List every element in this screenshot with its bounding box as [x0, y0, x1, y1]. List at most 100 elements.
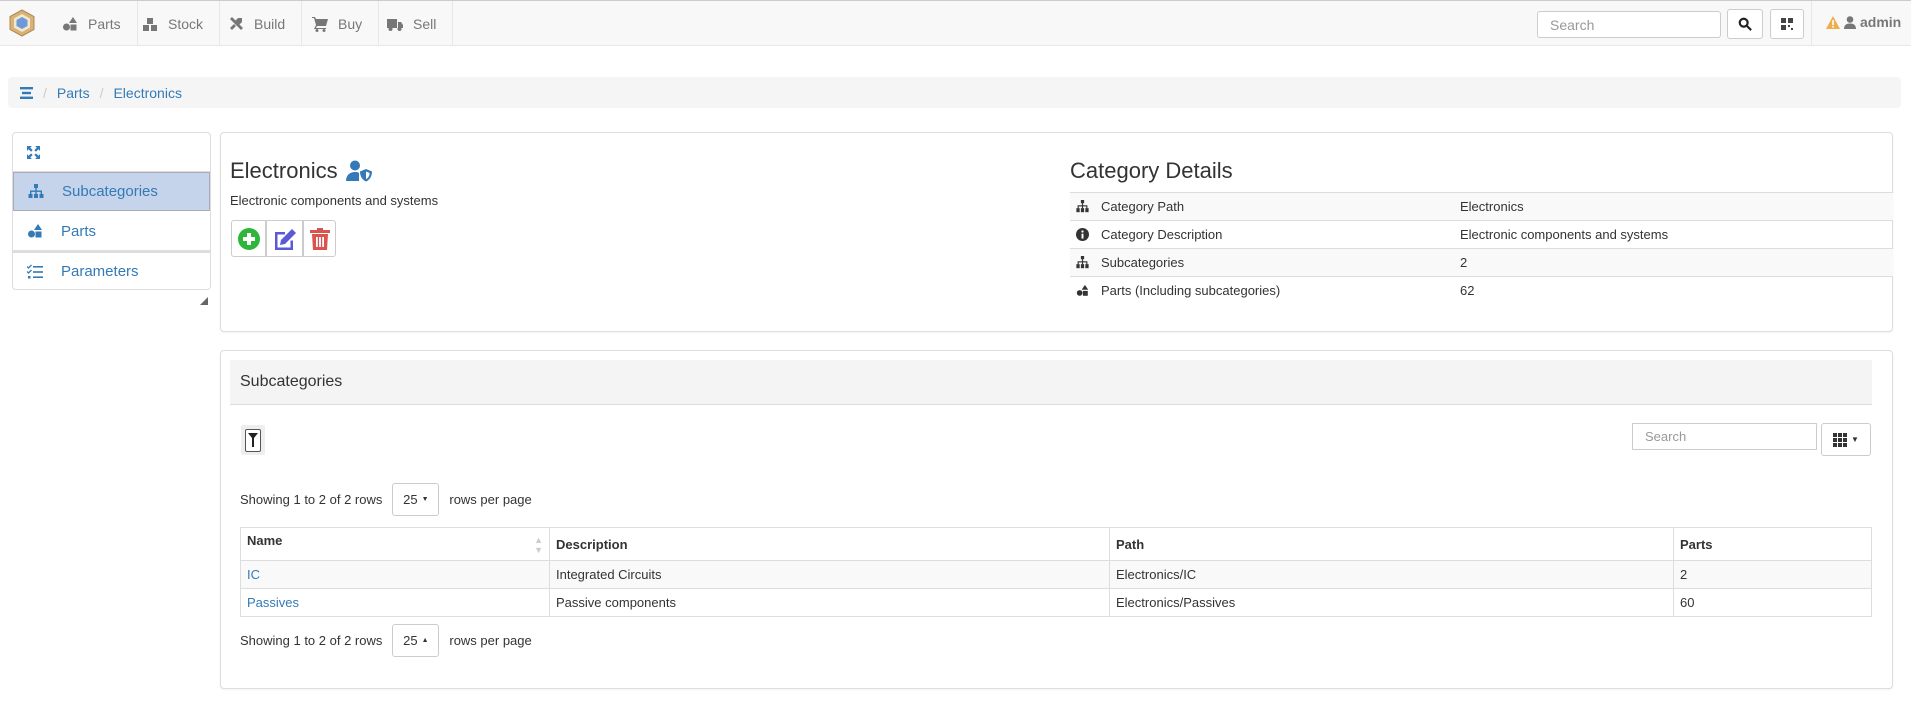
- table-header-row: Name ▲ ▼ Description Path Parts: [240, 527, 1872, 561]
- nav-buy[interactable]: Buy: [296, 1, 380, 46]
- navbar-search-button[interactable]: [1727, 9, 1763, 39]
- breadcrumb-separator: /: [43, 84, 47, 101]
- page-size-dropdown[interactable]: 25 ▼: [392, 483, 440, 516]
- rows-per-page-label: rows per page: [449, 492, 532, 507]
- details-label: Category Description: [1101, 227, 1223, 242]
- subcategory-link[interactable]: IC: [247, 567, 260, 582]
- sidebar-item-parts[interactable]: Parts: [13, 212, 210, 251]
- barcode-scan-button[interactable]: [1770, 9, 1804, 39]
- table-search-input[interactable]: [1632, 423, 1817, 450]
- columns-toggle-button[interactable]: ▼: [1821, 423, 1871, 456]
- sidebar-toggle-button[interactable]: [13, 133, 210, 172]
- nav-parts[interactable]: Parts: [46, 1, 138, 46]
- subcategories-table: Name ▲ ▼ Description Path Parts IC Integra…: [240, 527, 1872, 617]
- filter-icon: [248, 433, 258, 447]
- sidebar-item-label: Subcategories: [62, 183, 158, 200]
- cart-icon: [312, 16, 328, 32]
- sitemap-icon: [1076, 200, 1089, 213]
- details-row-parts: Parts (Including subcategories) 62: [1070, 276, 1893, 304]
- category-description: Electronic components and systems: [230, 193, 439, 208]
- navbar: Parts Stock Build Buy Sell admin: [0, 0, 1911, 46]
- nav-build[interactable]: Build: [212, 1, 303, 46]
- breadcrumb-parts[interactable]: Parts: [56, 84, 90, 101]
- trash-icon: [309, 227, 330, 250]
- add-subcategory-button[interactable]: [231, 220, 266, 257]
- caret-up-icon: ▲: [421, 637, 429, 644]
- column-header-path[interactable]: Path: [1109, 527, 1674, 561]
- menu-icon[interactable]: [20, 86, 33, 99]
- category-title: Electronics: [230, 158, 338, 183]
- details-label: Parts (Including subcategories): [1101, 283, 1281, 298]
- user-menu[interactable]: admin: [1826, 14, 1901, 30]
- category-header: Electronics: [230, 158, 374, 184]
- tasks-icon: [27, 264, 43, 278]
- sort-icon[interactable]: ▲ ▼: [534, 535, 543, 555]
- details-value: Electronic components and systems: [1460, 227, 1669, 242]
- details-row-description: Category Description Electronic componen…: [1070, 220, 1893, 248]
- nav-buy-label: Buy: [338, 15, 363, 32]
- details-value: 62: [1460, 283, 1475, 298]
- user-icon: [1844, 15, 1856, 29]
- category-panel: [220, 132, 1893, 332]
- subcategories-panel: [220, 350, 1893, 689]
- table-row: Passives Passive components Electronics/…: [240, 588, 1872, 617]
- tools-icon: [230, 16, 243, 30]
- pagination-bottom: Showing 1 to 2 of 2 rows 25 ▲ rows per pa…: [240, 624, 532, 657]
- shapes-icon: [28, 224, 42, 238]
- cell-path: Electronics/IC: [1109, 560, 1674, 589]
- column-header-name[interactable]: Name ▲ ▼: [240, 527, 550, 561]
- sidebar: Subcategories Parts Parameters: [12, 132, 211, 290]
- cell-path: Electronics/Passives: [1109, 588, 1674, 617]
- page-size-value: 25: [403, 492, 418, 507]
- details-title: Category Details: [1070, 158, 1233, 183]
- breadcrumb-electronics[interactable]: Electronics: [113, 84, 182, 101]
- edit-icon: [274, 228, 296, 250]
- details-label: Category Path: [1101, 199, 1185, 214]
- info-icon: [1076, 228, 1089, 241]
- showing-text: Showing 1 to 2 of 2 rows: [240, 492, 383, 507]
- cell-parts: 2: [1673, 560, 1872, 589]
- nav-stock[interactable]: Stock: [126, 1, 221, 46]
- truck-icon: [387, 18, 403, 31]
- table-row: IC Integrated Circuits Electronics/IC 2: [240, 560, 1872, 589]
- sidebar-item-parameters[interactable]: Parameters: [13, 251, 210, 289]
- details-value: Electronics: [1460, 199, 1524, 214]
- username: admin: [1860, 14, 1902, 30]
- resize-handle-icon[interactable]: [200, 297, 208, 305]
- sitemap-icon: [1076, 256, 1089, 269]
- nav-stock-label: Stock: [168, 15, 204, 32]
- subcategory-link[interactable]: Passives: [247, 595, 300, 610]
- filter-button[interactable]: [241, 425, 265, 455]
- rows-per-page-label: rows per page: [449, 633, 532, 648]
- column-header-label: Name: [247, 533, 283, 548]
- expand-icon: [27, 145, 40, 159]
- cell-parts: 60: [1673, 588, 1872, 617]
- logo-icon[interactable]: [8, 9, 36, 37]
- details-value: 2: [1460, 255, 1468, 270]
- details-row-subcategories: Subcategories 2: [1070, 248, 1893, 276]
- plus-circle-icon: [237, 227, 260, 250]
- column-header-parts[interactable]: Parts: [1673, 527, 1872, 561]
- subcategories-header: Subcategories: [230, 360, 1872, 405]
- cell-description: Passive components: [549, 588, 1110, 617]
- sitemap-icon: [28, 183, 44, 198]
- nav-build-label: Build: [254, 15, 286, 32]
- divider: [1811, 1, 1812, 46]
- details-label: Subcategories: [1101, 255, 1185, 270]
- caret-down-icon: ▼: [1851, 435, 1859, 444]
- page-size-dropdown[interactable]: 25 ▲: [392, 624, 440, 657]
- edit-category-button[interactable]: [266, 220, 303, 257]
- sidebar-item-label: Parts: [61, 222, 97, 240]
- sidebar-item-subcategories[interactable]: Subcategories: [13, 172, 210, 211]
- subcategories-title: Subcategories: [240, 373, 343, 390]
- column-header-description[interactable]: Description: [549, 527, 1110, 561]
- warning-icon: [1826, 15, 1840, 29]
- nav-parts-label: Parts: [88, 15, 121, 32]
- page-size-value: 25: [403, 633, 418, 648]
- pagination-top: Showing 1 to 2 of 2 rows 25 ▼ rows per pa…: [240, 483, 532, 516]
- nav-sell[interactable]: Sell: [371, 1, 454, 46]
- grid-icon: [1833, 432, 1848, 447]
- delete-category-button[interactable]: [303, 220, 336, 257]
- shapes-icon: [1076, 284, 1089, 296]
- navbar-search-input[interactable]: [1537, 11, 1721, 38]
